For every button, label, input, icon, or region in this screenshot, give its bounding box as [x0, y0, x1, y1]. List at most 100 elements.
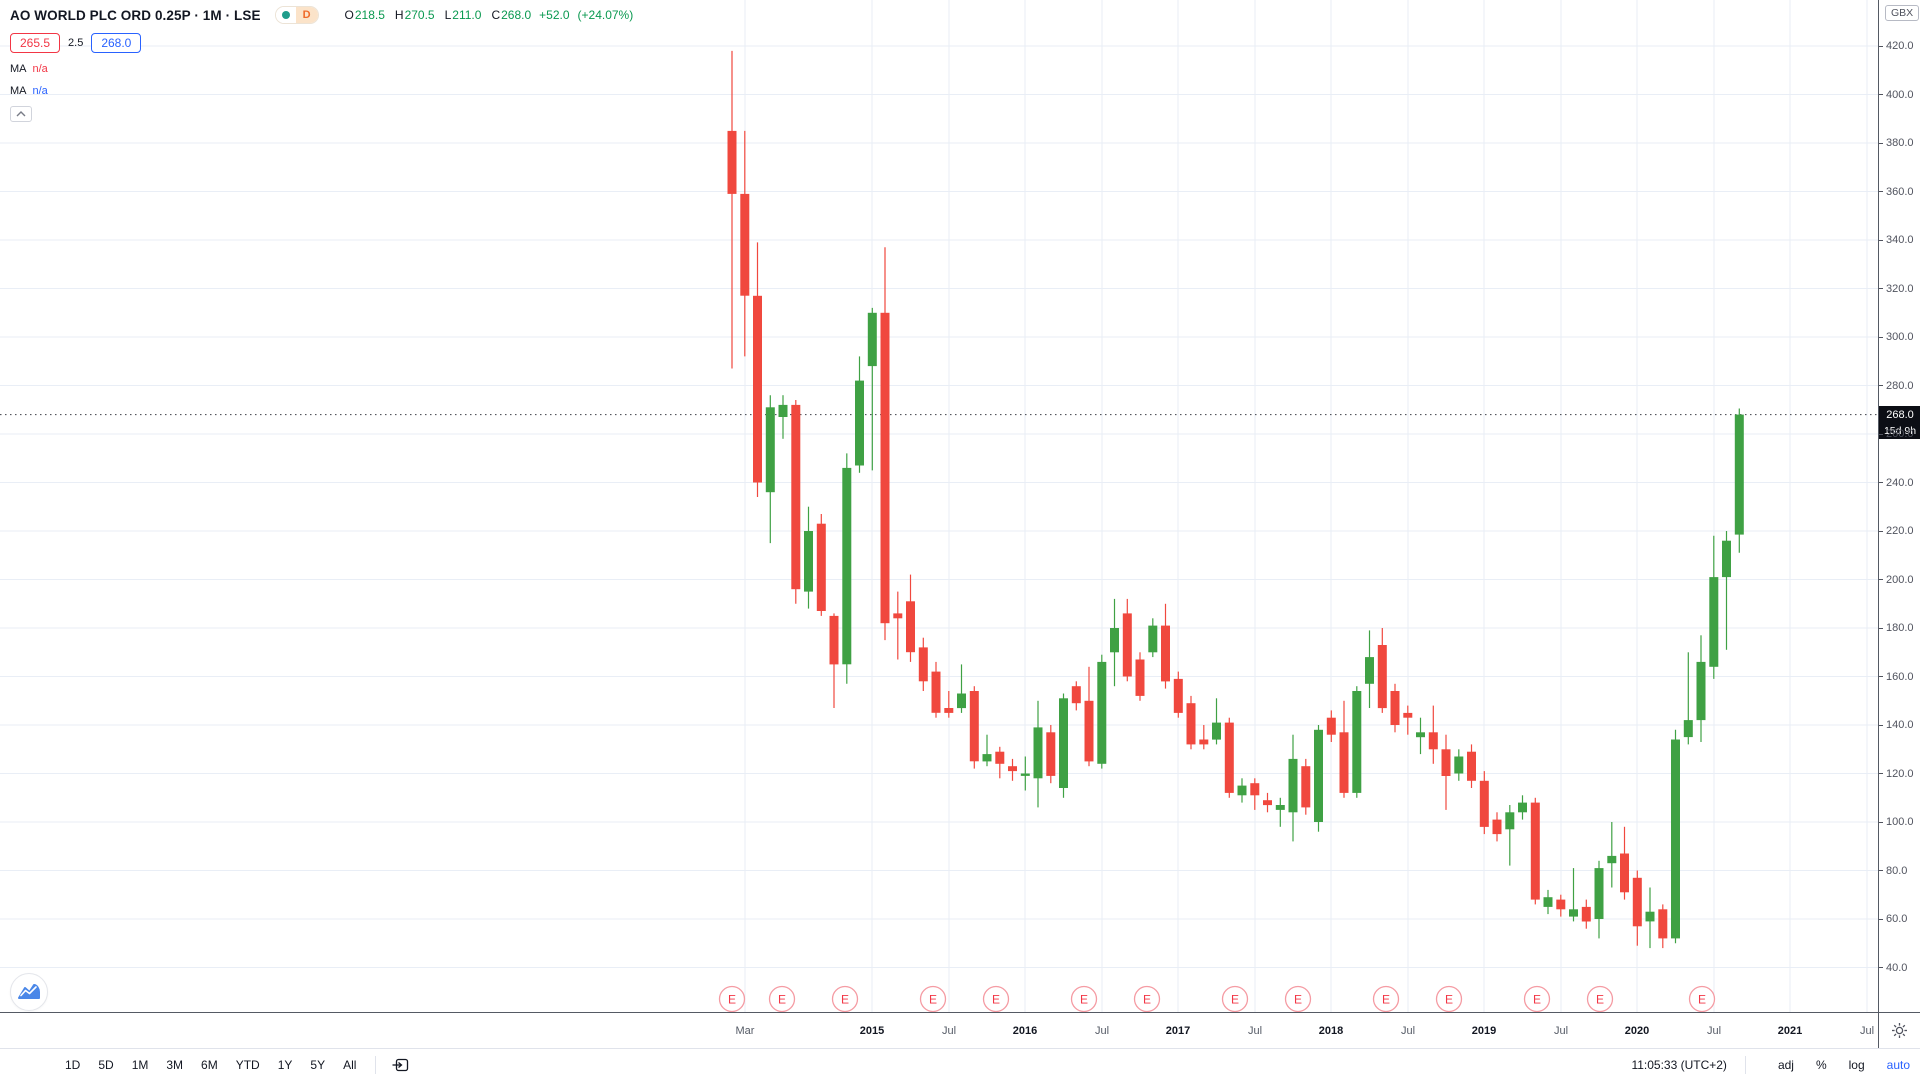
- time-tick-label: Jul: [1553, 1025, 1569, 1037]
- range-button-1m[interactable]: 1M: [131, 1057, 149, 1072]
- market-status-pill[interactable]: D: [274, 6, 319, 24]
- earnings-marker-circle[interactable]: [768, 985, 796, 1012]
- earnings-marker-circle[interactable]: [982, 985, 1010, 1012]
- earnings-marker-circle[interactable]: [831, 985, 859, 1012]
- date-range-switcher: 1D 5D 1M 3M 6M YTD 1Y 5Y All: [56, 1054, 365, 1076]
- earnings-marker-circle[interactable]: [1372, 985, 1400, 1012]
- close-value: 268.0: [501, 8, 532, 22]
- ma-indicator-row-2[interactable]: MA n/a: [10, 84, 633, 97]
- candle-body: [1199, 739, 1209, 745]
- earnings-marker-circle[interactable]: [718, 985, 746, 1012]
- candle-body: [1556, 899, 1566, 910]
- ma1-value: n/a: [32, 62, 48, 75]
- currency-badge[interactable]: GBX: [1885, 5, 1920, 21]
- price-tick-label: 280.0: [1879, 379, 1920, 393]
- chart-logo-button[interactable]: [10, 973, 48, 1011]
- candle-body: [880, 312, 890, 624]
- go-to-date-button[interactable]: [386, 1055, 416, 1075]
- buy-button[interactable]: 268.0: [91, 33, 142, 53]
- high-label: H: [394, 8, 404, 22]
- earnings-marker-circle[interactable]: [1070, 985, 1098, 1012]
- candle-body: [1492, 819, 1502, 835]
- range-button-all[interactable]: All: [343, 1057, 357, 1072]
- candle-body: [931, 671, 941, 713]
- candle-body: [1594, 868, 1604, 919]
- collapse-legend-button[interactable]: [10, 106, 32, 122]
- range-button-ytd[interactable]: YTD: [235, 1057, 260, 1072]
- candle-body: [1530, 802, 1540, 900]
- earnings-marker-circle[interactable]: [1435, 985, 1463, 1012]
- adjust-toggle[interactable]: adj: [1777, 1057, 1794, 1072]
- range-button-5y[interactable]: 5Y: [310, 1057, 326, 1072]
- price-axis[interactable]: GBX 268.0 15d 9h 420.0 400.0 380.0 360.0 340…: [1878, 0, 1920, 1012]
- time-axis[interactable]: Mar 2015 Jul 2016 Jul 2017 Jul 2018 Jul 2019 Jul 20…: [0, 1012, 1878, 1048]
- candle-body: [855, 380, 864, 466]
- earnings-marker-circle[interactable]: [1688, 985, 1716, 1012]
- candle-body: [1122, 613, 1132, 677]
- range-button-1d[interactable]: 1D: [65, 1057, 81, 1072]
- candle-body: [1377, 645, 1387, 709]
- earnings-marker-circle[interactable]: [1133, 985, 1161, 1012]
- log-scale-toggle[interactable]: log: [1848, 1057, 1865, 1072]
- candle-body: [791, 404, 801, 590]
- earnings-marker-letter: E: [1080, 993, 1088, 1007]
- candle-body: [1008, 766, 1017, 772]
- candle-body: [1518, 802, 1527, 813]
- axis-settings-corner[interactable]: [1878, 1012, 1920, 1048]
- earnings-marker-circle[interactable]: [1284, 985, 1312, 1012]
- sell-button[interactable]: 265.5: [10, 33, 61, 53]
- candle-body: [1212, 722, 1221, 740]
- candle-body: [1454, 756, 1464, 774]
- close-label: C: [491, 8, 501, 22]
- candle-body: [1671, 739, 1680, 939]
- candle-body: [1084, 700, 1094, 762]
- legend: AO WORLD PLC ORD 0.25P · 1M · LSE D O 218…: [10, 5, 633, 122]
- candle-body: [1365, 657, 1374, 684]
- price-tick-label: 200.0: [1879, 573, 1920, 587]
- range-button-1y[interactable]: 1Y: [277, 1057, 293, 1072]
- candle-body: [829, 615, 839, 665]
- price-tick-label: 180.0: [1879, 621, 1920, 635]
- range-button-3m[interactable]: 3M: [166, 1057, 184, 1072]
- clock[interactable]: 11:05:33 (UTC+2): [1631, 1057, 1727, 1072]
- candle-body: [1173, 678, 1183, 713]
- candle-body: [1390, 691, 1400, 725]
- symbol-title[interactable]: AO WORLD PLC ORD 0.25P · 1M · LSE: [10, 7, 261, 23]
- earnings-marker-circle[interactable]: [1523, 985, 1551, 1012]
- time-tick-label: 2019: [1471, 1025, 1497, 1037]
- candle-body: [982, 754, 992, 762]
- candle-body: [1416, 732, 1425, 738]
- candle-body: [1403, 712, 1413, 718]
- candle-body: [1709, 577, 1719, 667]
- earnings-marker-letter: E: [1294, 993, 1302, 1007]
- candle-body: [1505, 812, 1515, 830]
- auto-scale-toggle[interactable]: auto: [1886, 1057, 1910, 1072]
- ma-indicator-row-1[interactable]: MA n/a: [10, 62, 633, 75]
- candle-body: [1275, 805, 1285, 810]
- ma2-label: MA: [10, 84, 27, 97]
- earnings-marker-circle[interactable]: [919, 985, 947, 1012]
- range-button-5d[interactable]: 5D: [98, 1057, 114, 1072]
- candles: [727, 50, 1744, 949]
- toolbar-separator: [1744, 1055, 1746, 1074]
- candle-body: [1620, 853, 1629, 893]
- earnings-marker-letter: E: [778, 993, 786, 1007]
- ma1-label: MA: [10, 62, 27, 75]
- candle-body: [1696, 661, 1706, 721]
- time-tick-label: Jul: [1706, 1025, 1722, 1037]
- candle-body: [1581, 906, 1591, 922]
- candle-body: [918, 647, 928, 682]
- earnings-marker-circle[interactable]: [1221, 985, 1249, 1012]
- earnings-marker-letter: E: [1231, 993, 1239, 1007]
- range-button-6m[interactable]: 6M: [201, 1057, 218, 1072]
- candle-body: [957, 693, 966, 709]
- earnings-marker-circle[interactable]: [1586, 985, 1614, 1012]
- ma2-value: n/a: [32, 84, 48, 97]
- price-tick-label: 420.0: [1879, 39, 1920, 53]
- calendar-goto-icon: [392, 1058, 409, 1071]
- change-value: +52.0: [539, 8, 570, 22]
- percent-scale-toggle[interactable]: %: [1815, 1057, 1827, 1072]
